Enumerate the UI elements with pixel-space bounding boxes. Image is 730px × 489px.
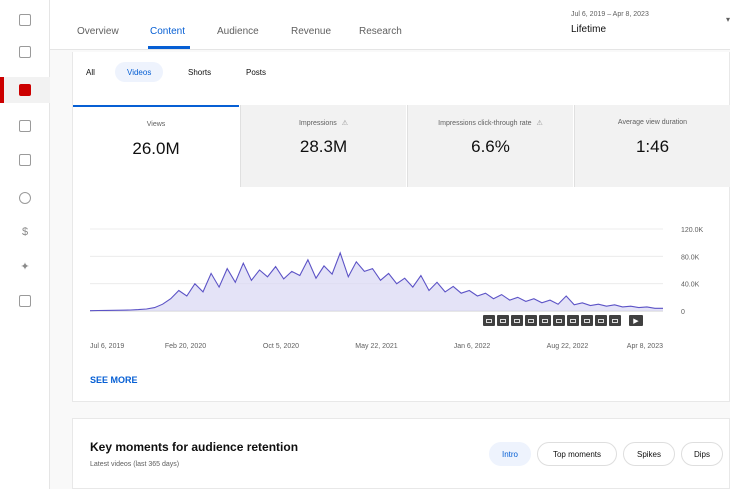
- x-tick-label: Jan 6, 2022: [454, 343, 491, 350]
- content-icon[interactable]: [17, 44, 33, 60]
- video-marker-button[interactable]: [581, 315, 593, 326]
- chevron-down-icon[interactable]: ▾: [726, 15, 730, 24]
- metric-avg-view-duration[interactable]: Average view duration 1:46: [574, 105, 730, 187]
- video-marker-button[interactable]: [525, 315, 537, 326]
- key-moments-title: Key moments for audience retention: [90, 440, 299, 454]
- metric-value: 26.0M: [132, 139, 180, 158]
- key-moments-subtitle: Latest videos (last 365 days): [90, 461, 180, 468]
- y-tick-label: 40.0K: [681, 282, 700, 289]
- metric-label: Average view duration: [617, 119, 688, 126]
- tab-audience[interactable]: Audience: [217, 26, 259, 37]
- tab-overview[interactable]: Overview: [77, 26, 119, 37]
- video-marker-button[interactable]: [595, 315, 607, 326]
- filter-all[interactable]: All: [86, 67, 95, 77]
- period-selector[interactable]: Lifetime: [571, 24, 607, 35]
- earn-icon[interactable]: $: [21, 226, 29, 238]
- series-area: [90, 252, 663, 311]
- tab-content[interactable]: Content: [150, 26, 186, 37]
- audio-library-icon[interactable]: [17, 293, 33, 309]
- comments-icon[interactable]: [17, 118, 33, 134]
- y-tick-label: 80.0K: [681, 254, 700, 261]
- x-tick-label: Apr 8, 2023: [627, 343, 663, 350]
- video-marker-button[interactable]: [497, 315, 509, 326]
- metric-impressions[interactable]: Impressions ⚠ 28.3M: [240, 105, 406, 187]
- x-tick-label: May 22, 2021: [355, 343, 398, 350]
- chip-dips[interactable]: Dips: [681, 442, 723, 466]
- views-chart: 120.0K 80.0K 40.0K 0 Jul 6, 2019 Feb 20, 2020…: [89, 227, 704, 350]
- filter-videos[interactable]: Videos: [115, 62, 164, 82]
- metric-label: Views: [146, 121, 166, 128]
- see-more-link[interactable]: SEE MORE: [90, 375, 138, 385]
- tab-revenue[interactable]: Revenue: [291, 26, 332, 37]
- video-marker-button[interactable]: [539, 315, 551, 326]
- play-icon[interactable]: ▶: [629, 315, 643, 326]
- video-marker-button[interactable]: [553, 315, 565, 326]
- metric-label: Impressions click-through rate: [438, 120, 532, 127]
- copyright-icon[interactable]: [17, 190, 33, 206]
- date-range[interactable]: Jul 6, 2019 – Apr 8, 2023: [571, 11, 649, 18]
- analytics-icon[interactable]: [17, 82, 33, 98]
- warning-icon: ⚠: [341, 120, 348, 127]
- video-marker-button[interactable]: [609, 315, 621, 326]
- metric-value: 1:46: [635, 137, 670, 156]
- sidebar-active-indicator: [0, 77, 4, 103]
- left-sidebar: $ ✦: [0, 0, 50, 489]
- subtitles-icon[interactable]: [17, 152, 33, 168]
- video-marker-button[interactable]: [567, 315, 579, 326]
- metric-value: 28.3M: [299, 137, 348, 156]
- x-tick-label: Jul 6, 2019: [90, 343, 124, 350]
- y-tick-label: 0: [681, 309, 685, 316]
- customization-icon[interactable]: ✦: [20, 260, 30, 273]
- metric-ctr[interactable]: Impressions click-through rate ⚠ 6.6%: [407, 105, 573, 187]
- chip-spikes[interactable]: Spikes: [623, 442, 675, 466]
- filter-shorts[interactable]: Shorts: [188, 67, 212, 77]
- series-line[interactable]: [89, 251, 663, 312]
- metric-views[interactable]: Views 26.0M: [73, 105, 239, 187]
- chip-top-moments[interactable]: Top moments: [537, 442, 617, 466]
- chip-intro[interactable]: Intro: [489, 442, 531, 466]
- x-tick-label: Oct 5, 2020: [263, 343, 299, 350]
- video-marker-button[interactable]: [511, 315, 523, 326]
- metric-value: 6.6%: [471, 137, 510, 156]
- y-tick-label: 120.0K: [681, 227, 704, 234]
- tab-research[interactable]: Research: [359, 26, 402, 37]
- top-header: Overview Content Audience Revenue Resear…: [50, 0, 730, 50]
- x-tick-label: Feb 20, 2020: [165, 343, 206, 350]
- active-tab-underline: [148, 46, 190, 49]
- chart-controls: ▶: [483, 315, 643, 327]
- filter-posts[interactable]: Posts: [246, 67, 267, 77]
- metric-label: Impressions: [298, 120, 337, 127]
- key-moments-card: [72, 418, 730, 489]
- video-marker-button[interactable]: [483, 315, 495, 326]
- dashboard-icon[interactable]: [17, 12, 33, 28]
- warning-icon: ⚠: [536, 120, 543, 127]
- x-tick-label: Aug 22, 2022: [547, 343, 589, 350]
